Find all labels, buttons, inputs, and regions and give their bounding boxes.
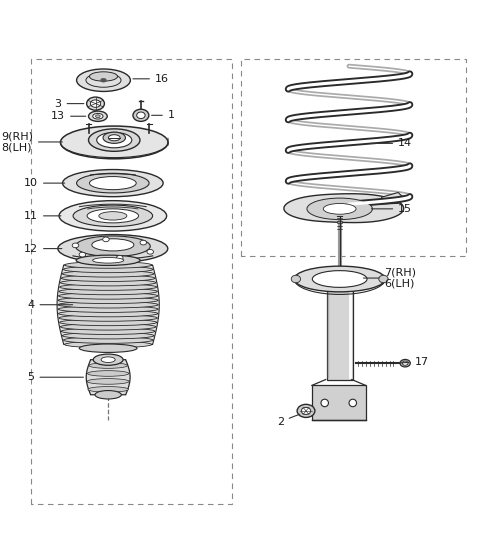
Ellipse shape: [326, 267, 353, 277]
Ellipse shape: [93, 113, 103, 119]
Text: 3: 3: [55, 99, 84, 109]
Ellipse shape: [76, 255, 140, 266]
Ellipse shape: [75, 236, 150, 257]
Ellipse shape: [61, 275, 155, 281]
Ellipse shape: [59, 288, 157, 295]
Ellipse shape: [140, 240, 146, 245]
Text: 16: 16: [133, 74, 169, 84]
Ellipse shape: [79, 344, 137, 353]
Ellipse shape: [60, 324, 156, 330]
Text: 4: 4: [27, 300, 72, 310]
Ellipse shape: [88, 387, 129, 392]
Ellipse shape: [96, 115, 100, 118]
Ellipse shape: [60, 284, 156, 290]
Ellipse shape: [87, 379, 129, 384]
Text: 7(RH)
6(LH): 7(RH) 6(LH): [363, 267, 417, 289]
Ellipse shape: [301, 407, 311, 415]
Ellipse shape: [297, 405, 315, 417]
Polygon shape: [86, 360, 130, 395]
Ellipse shape: [312, 271, 367, 287]
Text: 15: 15: [372, 204, 412, 214]
Ellipse shape: [65, 341, 152, 348]
Ellipse shape: [117, 256, 123, 260]
Ellipse shape: [88, 129, 140, 151]
Ellipse shape: [89, 176, 136, 190]
Ellipse shape: [99, 211, 127, 220]
Ellipse shape: [133, 109, 149, 122]
Ellipse shape: [62, 333, 154, 339]
Bar: [326, 272, 353, 379]
Ellipse shape: [89, 72, 118, 81]
Text: 14: 14: [371, 138, 412, 148]
Ellipse shape: [60, 280, 156, 286]
Ellipse shape: [294, 266, 385, 292]
Ellipse shape: [63, 266, 153, 273]
Ellipse shape: [87, 209, 139, 223]
Ellipse shape: [101, 78, 106, 82]
Ellipse shape: [62, 170, 163, 196]
Ellipse shape: [58, 234, 168, 263]
Ellipse shape: [59, 201, 167, 231]
Polygon shape: [284, 194, 404, 223]
Ellipse shape: [96, 132, 132, 148]
Ellipse shape: [72, 243, 79, 248]
Bar: [312, 386, 366, 421]
Ellipse shape: [92, 239, 134, 251]
Text: 13: 13: [51, 111, 86, 121]
Ellipse shape: [95, 391, 121, 399]
Ellipse shape: [324, 204, 356, 214]
Polygon shape: [57, 265, 159, 344]
Ellipse shape: [336, 268, 343, 272]
Ellipse shape: [402, 361, 408, 365]
Ellipse shape: [61, 328, 155, 334]
Ellipse shape: [349, 399, 357, 407]
Ellipse shape: [58, 297, 158, 304]
Ellipse shape: [60, 126, 168, 159]
Ellipse shape: [88, 111, 107, 122]
Text: 1: 1: [152, 110, 175, 121]
Text: 5: 5: [27, 372, 84, 382]
Ellipse shape: [321, 399, 328, 407]
Ellipse shape: [90, 100, 101, 107]
Ellipse shape: [73, 205, 153, 227]
Ellipse shape: [108, 134, 120, 141]
Ellipse shape: [103, 237, 109, 242]
Ellipse shape: [103, 132, 125, 143]
Ellipse shape: [59, 292, 158, 299]
Ellipse shape: [147, 249, 154, 254]
Ellipse shape: [60, 319, 156, 326]
Polygon shape: [380, 193, 403, 204]
Ellipse shape: [379, 275, 388, 283]
Ellipse shape: [93, 257, 124, 263]
Ellipse shape: [87, 97, 105, 110]
Ellipse shape: [77, 69, 131, 92]
Ellipse shape: [58, 301, 158, 308]
Ellipse shape: [89, 363, 127, 368]
Ellipse shape: [79, 252, 85, 257]
Ellipse shape: [77, 174, 149, 193]
Text: 17: 17: [396, 357, 429, 367]
Ellipse shape: [58, 306, 158, 312]
Text: 10: 10: [24, 178, 65, 188]
Text: 9(RH)
8(LH): 9(RH) 8(LH): [1, 131, 62, 153]
Ellipse shape: [291, 275, 300, 283]
Ellipse shape: [307, 198, 372, 220]
Text: 2: 2: [277, 414, 300, 427]
Ellipse shape: [101, 357, 115, 363]
Ellipse shape: [137, 112, 145, 118]
Ellipse shape: [400, 359, 410, 367]
Ellipse shape: [62, 271, 154, 277]
Ellipse shape: [87, 371, 129, 376]
Ellipse shape: [93, 354, 123, 365]
Text: 11: 11: [24, 211, 61, 221]
Ellipse shape: [59, 315, 157, 321]
Ellipse shape: [65, 262, 152, 268]
Text: 12: 12: [24, 244, 62, 253]
Ellipse shape: [59, 310, 158, 317]
Ellipse shape: [63, 337, 153, 343]
